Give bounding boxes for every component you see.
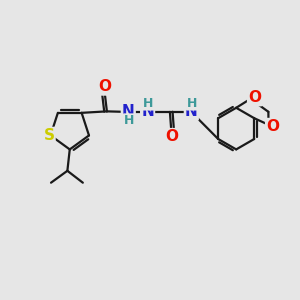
Text: N: N (122, 104, 135, 119)
Text: H: H (124, 114, 134, 128)
Text: O: O (248, 90, 261, 105)
Text: O: O (165, 129, 178, 144)
Text: N: N (185, 104, 198, 119)
Text: N: N (141, 104, 154, 119)
Text: H: H (187, 97, 197, 110)
Text: H: H (143, 97, 154, 110)
Text: S: S (44, 128, 55, 143)
Text: O: O (266, 119, 279, 134)
Text: O: O (98, 80, 111, 94)
